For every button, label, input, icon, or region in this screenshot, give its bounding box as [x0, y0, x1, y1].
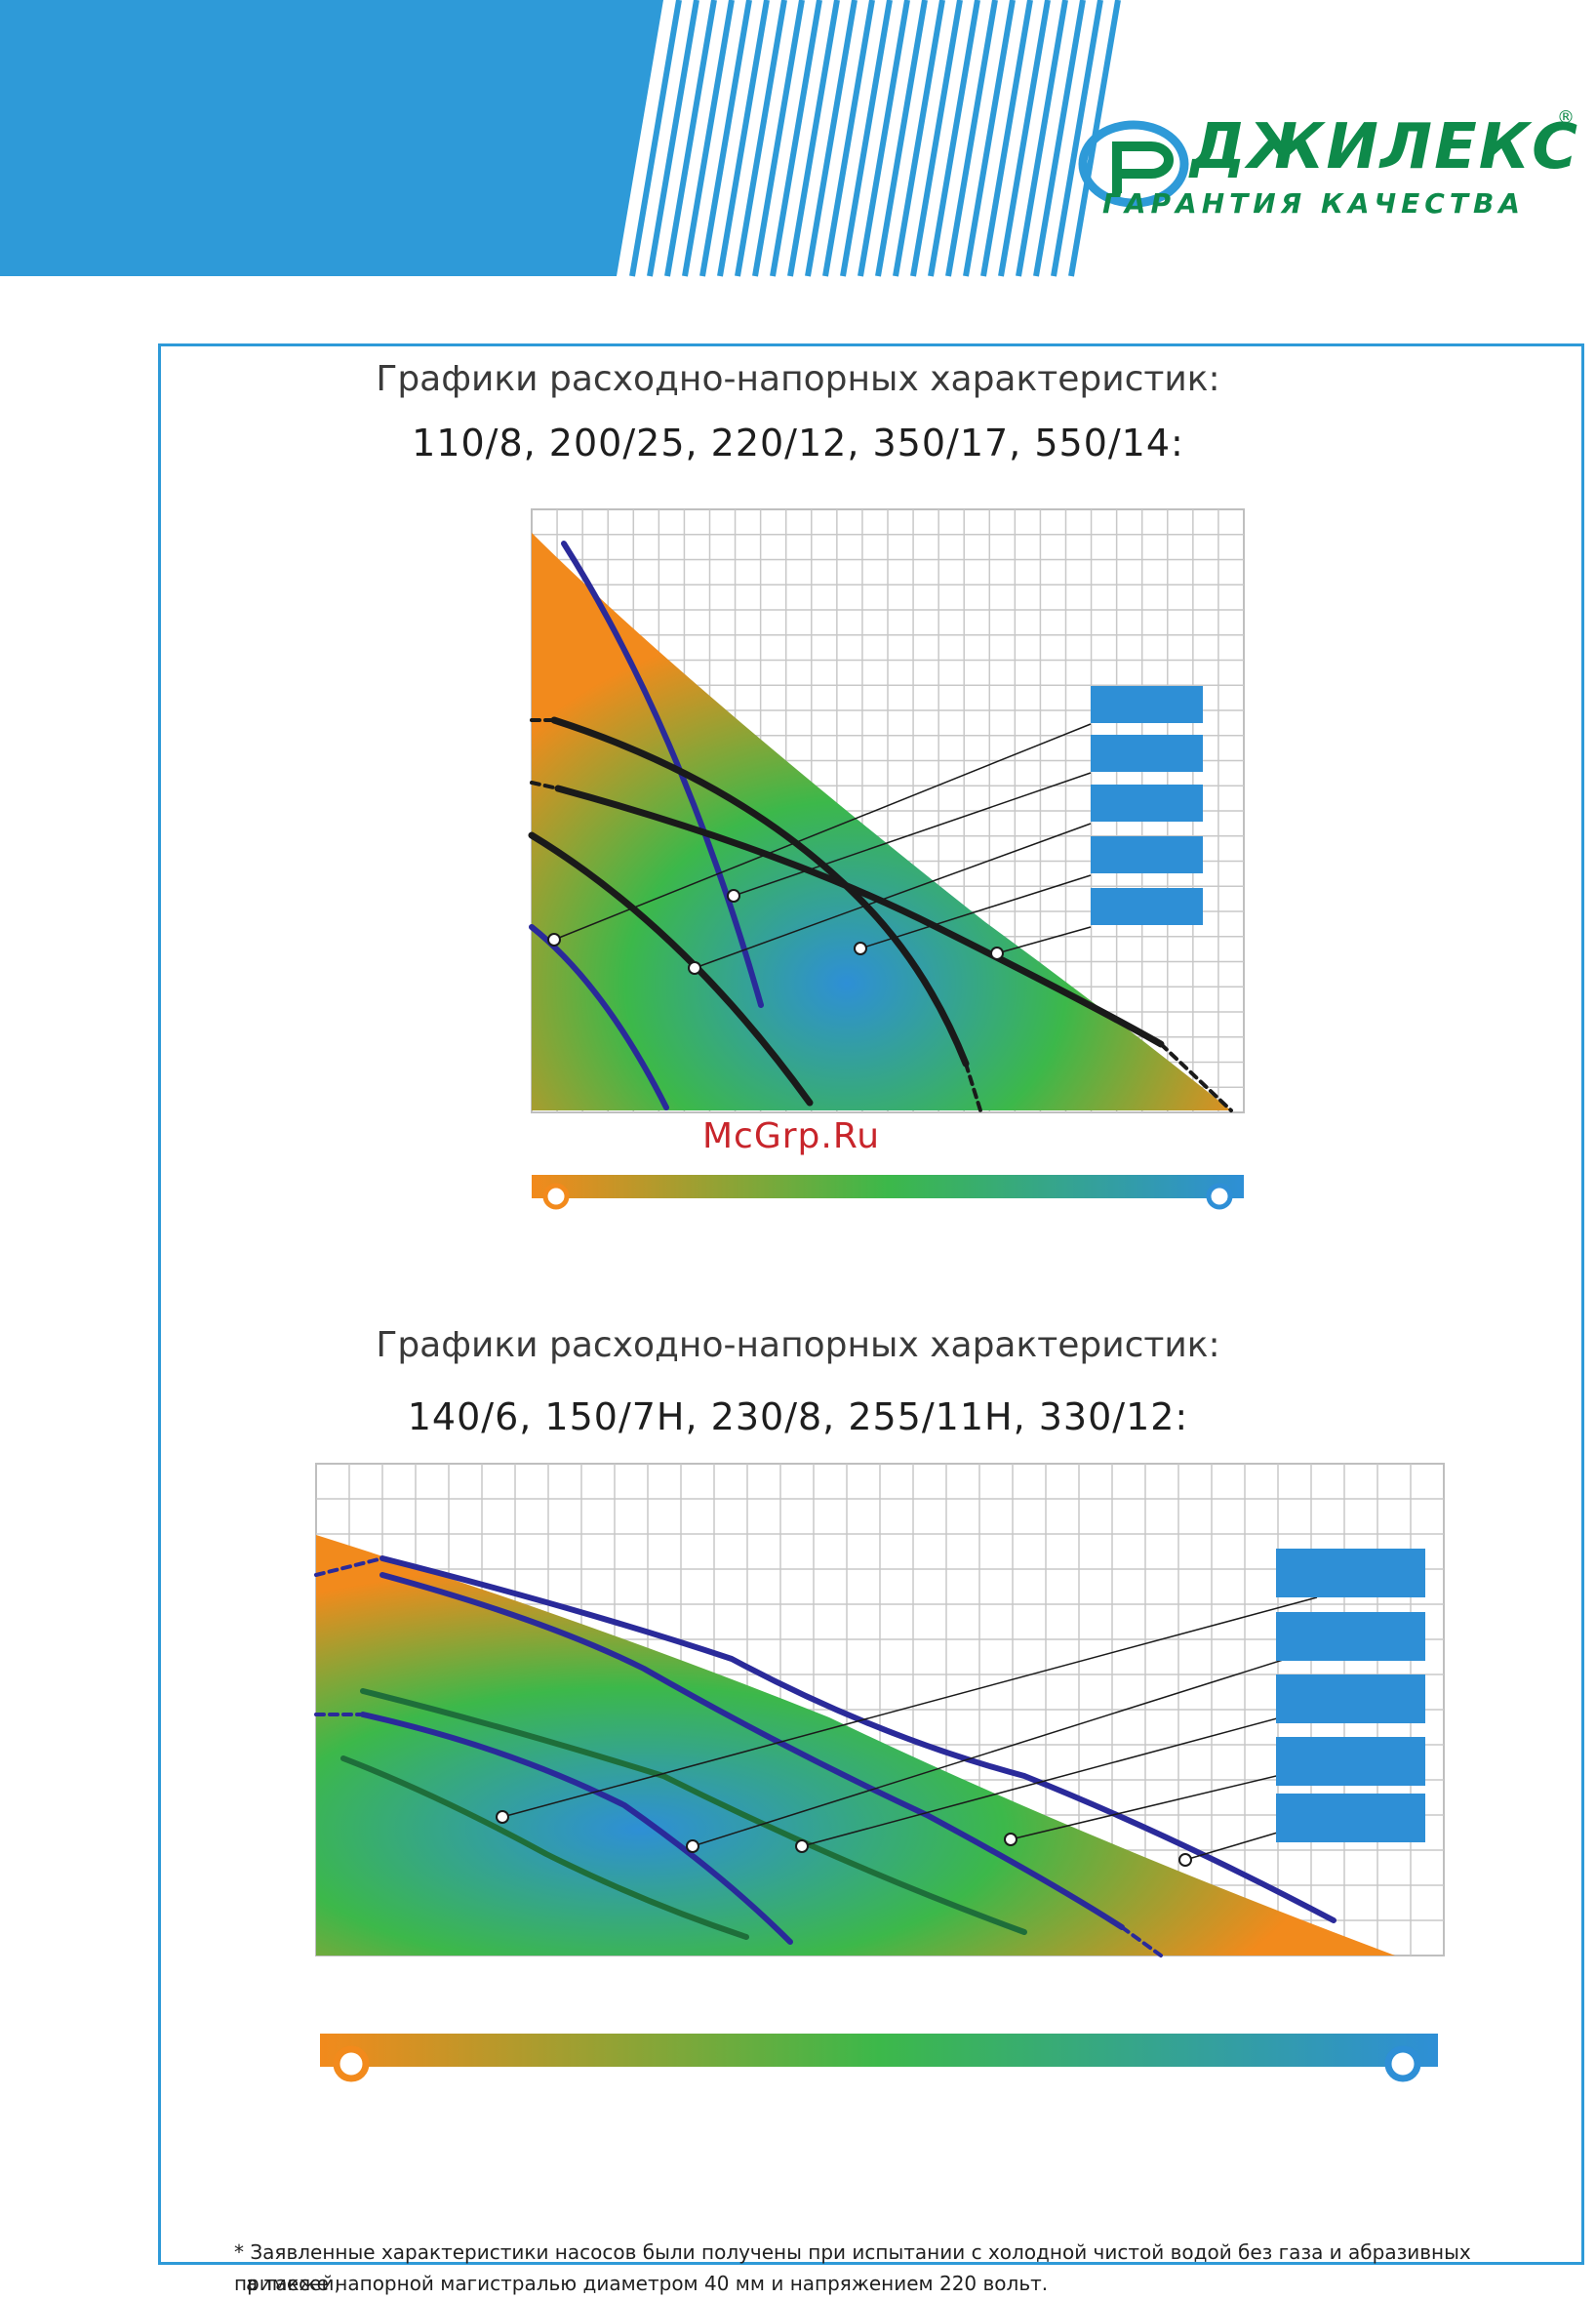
- header-stripe: [717, 0, 770, 277]
- logo-mark-icon: [1078, 120, 1189, 208]
- header-stripe: [910, 0, 963, 277]
- header-stripe: [735, 0, 787, 277]
- header-stripe: [1033, 0, 1086, 277]
- chart2-title-line1: Графики расходно-напорных характеристик:: [376, 1325, 1220, 1365]
- chart1-color-scale: [532, 1175, 1244, 1210]
- header-stripe: [1051, 0, 1103, 277]
- scale-min-marker-icon: [333, 2045, 370, 2082]
- brand-slogan: ГАРАНТИЯ КАЧЕСТВА: [1102, 187, 1525, 220]
- header-stripe: [664, 0, 717, 277]
- header-stripe: [647, 0, 699, 277]
- chart2-graph: [314, 1463, 1445, 2082]
- chart1-label-boxes: [1091, 686, 1203, 925]
- content-frame: [158, 343, 1584, 2265]
- header-stripe: [682, 0, 735, 277]
- header-stripe: [928, 0, 980, 277]
- chart2-color-scale: [320, 2034, 1438, 2082]
- chart1-graph: [528, 508, 1245, 1210]
- chart1-leader-lines: [553, 723, 1092, 969]
- header-stripes: [629, 0, 1121, 277]
- scale-max-marker-icon: [1206, 1183, 1233, 1210]
- chart1-points: [547, 889, 1004, 975]
- scale-max-marker-icon: [1384, 2045, 1421, 2082]
- header-stripe: [893, 0, 945, 277]
- header-stripe: [945, 0, 998, 277]
- watermark: McGrp.Ru: [702, 1116, 881, 1156]
- footnote-line2: а также напорной магистралью диаметром 4…: [246, 2272, 1049, 2295]
- header-stripe: [980, 0, 1033, 277]
- chart2-leader-lines: [501, 1596, 1318, 1861]
- header-stripe: [805, 0, 858, 277]
- header-stripe: [752, 0, 805, 277]
- header-stripe: [963, 0, 1016, 277]
- chart2-points: [496, 1810, 1192, 1867]
- scale-min-marker-icon: [542, 1183, 570, 1210]
- brand-registered: ®: [1557, 107, 1575, 128]
- header-stripe: [998, 0, 1051, 277]
- header-banner: [0, 0, 1121, 277]
- header-stripe: [822, 0, 875, 277]
- chart1-title-line1: Графики расходно-напорных характеристик:: [376, 359, 1220, 399]
- header-stripe: [787, 0, 840, 277]
- header-stripe: [1016, 0, 1068, 277]
- chart2-curves: [314, 1555, 1337, 1957]
- header-stripe: [770, 0, 822, 277]
- chart2-label-boxes: [1276, 1549, 1425, 1842]
- header-stripe: [875, 0, 928, 277]
- header-stripe: [699, 0, 752, 277]
- chart1-area: [532, 533, 1231, 1110]
- header-stripe: [840, 0, 893, 277]
- chart1-title-line2: 110/8, 200/25, 220/12, 350/17, 550/14:: [412, 422, 1184, 464]
- brand-logo: ДЖИЛЕКС ® ГАРАНТИЯ КАЧЕСТВА: [1073, 107, 1580, 234]
- header-stripe: [629, 0, 682, 277]
- chart2-title-line2: 140/6, 150/7Н, 230/8, 255/11Н, 330/12:: [407, 1395, 1189, 1438]
- header-stripe: [858, 0, 910, 277]
- brand-name: ДЖИЛЕКС: [1190, 111, 1580, 183]
